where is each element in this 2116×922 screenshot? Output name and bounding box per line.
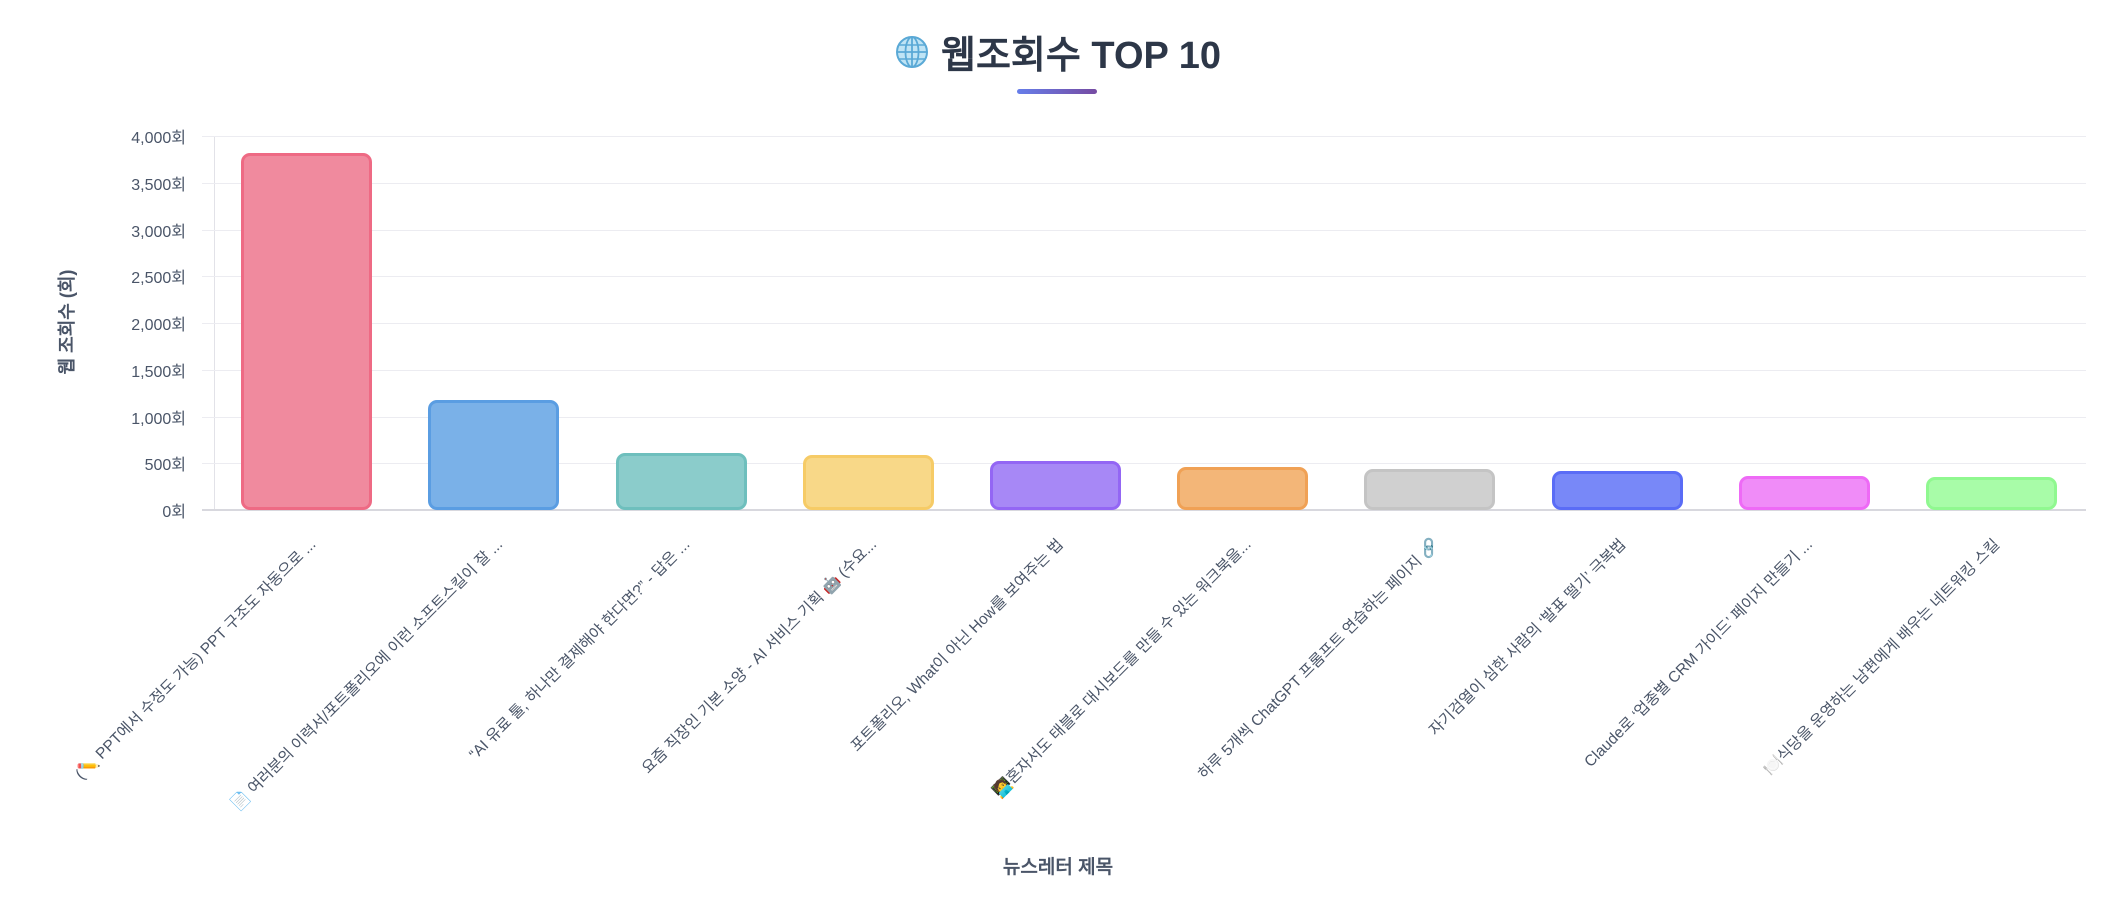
gridline <box>202 323 2086 324</box>
y-tick-label: 2,500회 <box>131 270 186 288</box>
x-axis-label: 뉴스레터 제목 <box>0 852 2116 879</box>
y-tick-label: 1,000회 <box>131 410 186 428</box>
x-axis-line <box>202 509 2086 511</box>
gridline <box>202 463 2086 465</box>
bar[interactable] <box>1177 467 1309 510</box>
bar[interactable] <box>1925 477 2057 510</box>
y-tick-label: 3,500회 <box>131 176 186 194</box>
chart-title: 웹조회수 TOP 10 <box>0 24 2116 79</box>
x-tick-label: Claude로 ‘업종별 CRM 가이드’ 페이지 만들기 ... <box>1581 536 1817 771</box>
x-axis-label-text: 뉴스레터 제목 <box>1002 857 1114 878</box>
x-tick-label: 요즘 직장인 기본 소양 - AI 서비스 기획 🤖 (수요... <box>639 536 881 778</box>
gridline <box>202 416 2086 418</box>
y-tick-label: 3,000회 <box>131 223 186 241</box>
y-tick-label: 1,500회 <box>131 363 186 381</box>
x-tick-label: 자기검열이 심한 사람의 ‘발표 떨기’ 극복법 <box>1426 536 1630 740</box>
plot-area: 4,000회 3,500회 3,000회 2,500회 2,000회 1,500회 1,00… <box>131 130 2086 521</box>
bar[interactable] <box>428 399 560 510</box>
bar[interactable] <box>1364 468 1496 510</box>
bar[interactable] <box>615 452 747 510</box>
gridline <box>202 182 2086 184</box>
globe-icon <box>896 35 929 68</box>
bar[interactable] <box>241 152 373 510</box>
chart-title-text: 웹조회수 TOP 10 <box>941 35 1221 77</box>
y-tick-label: 0회 <box>162 504 186 521</box>
gridline <box>202 369 2086 371</box>
gridline <box>202 276 2086 278</box>
bar[interactable] <box>989 460 1121 510</box>
gridline <box>202 136 2086 137</box>
y-tick-label: 500회 <box>144 457 186 475</box>
y-tick-label: 2,000회 <box>131 317 186 334</box>
x-tick-label: “AI 유료 툴, 하나만 결제해야 한다면?” - 답은 ... <box>466 536 694 764</box>
title-underline <box>1017 89 1097 94</box>
y-tick-label: 4,000회 <box>131 130 186 147</box>
x-tick-label: 포트폴리오, What이 아닌 How를 보여주는 법 <box>848 536 1068 756</box>
bar[interactable] <box>1738 476 1870 510</box>
gridline <box>202 229 2086 231</box>
y-axis-label: 웹 조회수 (회) <box>57 269 77 375</box>
bar[interactable] <box>1551 471 1683 510</box>
bar[interactable] <box>802 455 934 510</box>
